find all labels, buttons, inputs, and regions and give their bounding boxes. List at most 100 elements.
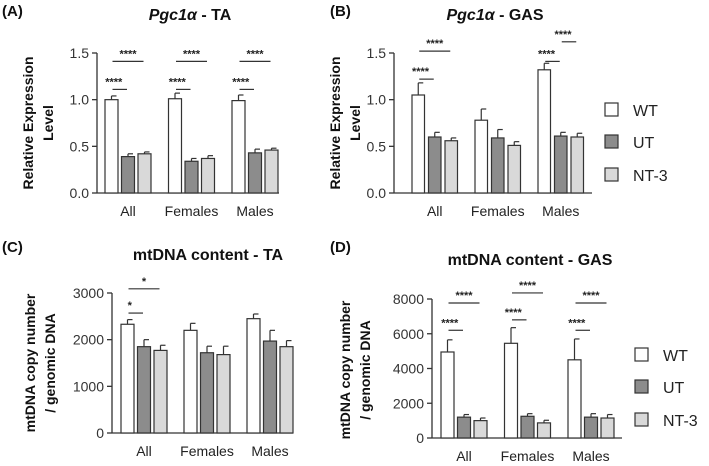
y-tick-label: 3000 — [73, 285, 104, 301]
bar-wt — [567, 359, 582, 439]
bar-ut — [262, 340, 278, 434]
bar-wt — [246, 318, 261, 434]
x-tick-label: Males — [542, 203, 579, 219]
bar-nt-3 — [473, 420, 488, 439]
title-gene: Pgc1α — [149, 7, 198, 24]
title-text: - TA — [197, 7, 232, 24]
bar-wt — [411, 94, 426, 194]
y-axis-label: mtDNA copy number — [337, 300, 353, 439]
x-tick-label: Females — [165, 203, 219, 219]
y-tick-label: 2000 — [393, 395, 424, 411]
bar-nt-3 — [137, 153, 152, 194]
significance-label: **** — [169, 76, 187, 88]
bar-wt — [104, 99, 119, 194]
bar-nt-3 — [200, 157, 216, 194]
chart-title: mtDNA content - GAS — [448, 252, 613, 269]
bar-nt-3 — [153, 349, 168, 434]
bar-ut — [247, 152, 263, 194]
bar-nt-3 — [279, 346, 294, 434]
legend-swatch-nt-3 — [604, 167, 619, 182]
y-tick-label: 0.5 — [70, 138, 90, 154]
bar-wt — [537, 69, 552, 194]
bar-ut — [583, 416, 599, 439]
y-tick-label: 0.0 — [367, 185, 387, 201]
title-text: mtDNA content - GAS — [448, 252, 613, 269]
bar-wt — [183, 329, 198, 434]
bar-ut — [199, 352, 215, 434]
significance-label: * — [142, 276, 147, 288]
bar-wt — [440, 351, 455, 439]
bar-nt-3 — [600, 417, 615, 439]
x-tick-label: Females — [471, 203, 525, 219]
y-tick-label: 1000 — [73, 378, 104, 394]
legend-label: WT — [633, 103, 658, 120]
bar-ut — [120, 156, 136, 194]
x-tick-label: Females — [180, 443, 234, 459]
significance-label: **** — [246, 48, 264, 60]
y-axis-label: mtDNA copy number — [22, 293, 38, 432]
significance-label: **** — [441, 317, 459, 329]
x-tick-label: Females — [501, 448, 555, 464]
significance-label: **** — [119, 48, 137, 60]
bar-nt-3 — [507, 144, 522, 194]
title-text: mtDNA content - TA — [133, 247, 284, 264]
y-tick-label: 6000 — [393, 326, 424, 342]
panel-c: (C) mtDNA content - TA mtDNA copy number / … — [2, 239, 294, 459]
x-tick-label: Males — [251, 443, 288, 459]
significance-label: **** — [426, 38, 444, 50]
legend-swatch-wt — [634, 347, 649, 362]
y-axis-label: / genomic DNA — [357, 320, 373, 420]
bar-ut — [184, 160, 199, 194]
y-axis-label: Relative Expression — [20, 56, 36, 189]
significance-label: **** — [519, 280, 537, 292]
y-tick-label: 1.0 — [70, 92, 90, 108]
legend-swatch-ut — [634, 379, 649, 394]
bar-nt-3 — [570, 136, 585, 194]
bar-nt-3 — [216, 354, 231, 434]
panel-letter: (A) — [2, 3, 23, 20]
legend-label: NT-3 — [633, 168, 668, 185]
bar-wt — [231, 99, 246, 194]
bar-ut — [427, 136, 442, 194]
significance-label: **** — [568, 317, 586, 329]
significance-label: **** — [538, 48, 556, 60]
panel-letter: (C) — [2, 239, 23, 256]
bar-wt — [120, 323, 135, 434]
panel-letter: (B) — [330, 3, 351, 20]
x-tick-label: All — [427, 203, 443, 219]
legend-swatch-ut — [604, 134, 619, 149]
significance-label: **** — [455, 290, 473, 302]
legend-label: UT — [663, 380, 685, 397]
bar-ut — [553, 135, 568, 194]
bar-ut — [456, 416, 472, 439]
chart-title: mtDNA content - TA — [133, 247, 284, 264]
y-tick-label: 0.0 — [70, 185, 90, 201]
chart-title: Pgc1α - GAS — [446, 7, 543, 24]
y-tick-label: 4000 — [393, 361, 424, 377]
x-tick-label: All — [456, 448, 472, 464]
significance-label: **** — [554, 29, 572, 41]
title-text: - GAS — [495, 7, 544, 24]
x-tick-label: Males — [236, 203, 273, 219]
significance-label: **** — [105, 76, 123, 88]
y-axis-label: Level — [40, 105, 56, 141]
panel-letter: (D) — [330, 239, 351, 256]
legend-label: WT — [663, 348, 688, 365]
significance-label: **** — [505, 307, 523, 319]
y-tick-label: 1.5 — [70, 45, 90, 61]
legend-label: NT-3 — [663, 413, 698, 430]
bar-wt — [503, 342, 519, 439]
significance-label: **** — [412, 66, 430, 78]
x-tick-label: All — [136, 443, 152, 459]
significance-label: * — [128, 300, 133, 312]
legend: WT UT NT-3 — [634, 347, 698, 430]
y-tick-label: 0 — [416, 430, 424, 446]
panel-a: (A) Pgc1α - TA Relative Expression Level 0.0… — [2, 3, 279, 219]
x-tick-label: Males — [572, 448, 609, 464]
bar-ut — [520, 415, 535, 439]
legend-swatch-nt-3 — [634, 412, 649, 427]
significance-label: **** — [183, 48, 201, 60]
y-tick-label: 0 — [96, 425, 104, 441]
